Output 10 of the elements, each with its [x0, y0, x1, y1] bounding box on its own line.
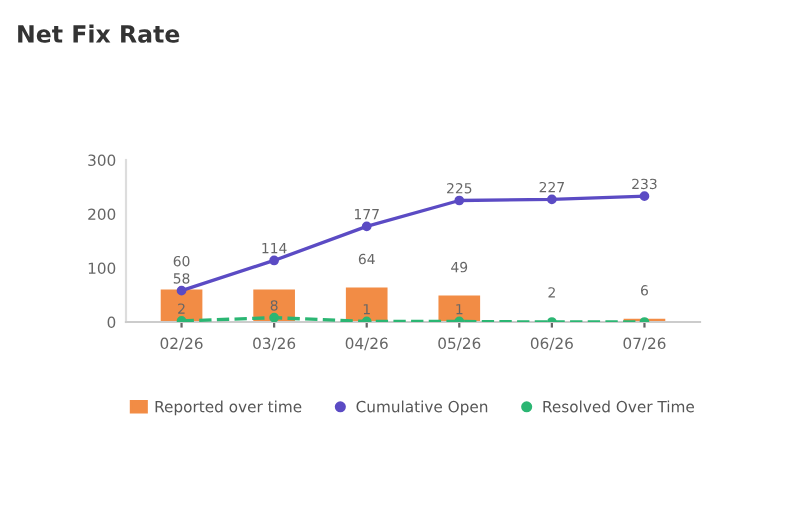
point — [639, 191, 650, 202]
point — [454, 195, 465, 206]
point — [269, 312, 279, 322]
point — [547, 194, 557, 205]
point — [361, 221, 372, 232]
point — [269, 255, 279, 266]
bar — [345, 287, 388, 322]
point — [176, 285, 187, 296]
chart-title: Net Fix Rate — [18, 24, 180, 43]
bar — [438, 295, 481, 322]
